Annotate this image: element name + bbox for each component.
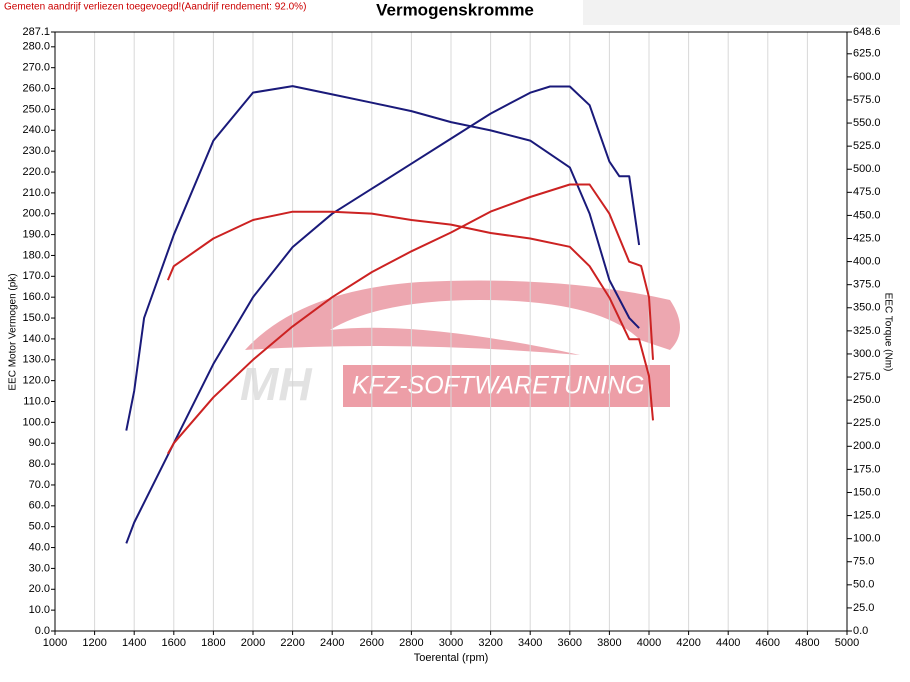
y2-tick-label: 625.0 [853, 48, 881, 60]
x-tick-label: 1000 [43, 637, 67, 649]
x-tick-label: 4600 [756, 637, 780, 649]
y2-tick-label: 325.0 [853, 325, 881, 337]
x-axis-label: Toerental (rpm) [414, 652, 489, 664]
x-tick-label: 4200 [676, 637, 700, 649]
x-tick-label: 3600 [558, 637, 582, 649]
y2-tick-label: 500.0 [853, 163, 881, 175]
watermark-band [343, 365, 670, 407]
y-axis-label: EEC Motor Vermogen (pk) [8, 273, 19, 390]
y-tick-label: 150.0 [22, 312, 50, 324]
header-box [583, 0, 900, 25]
y-tick-label: 110.0 [23, 395, 50, 407]
series-line [167, 183, 654, 455]
y2-tick-label: 250.0 [853, 394, 881, 406]
y-tick-label: 140.0 [22, 333, 50, 345]
y-tick-label: 287.1 [22, 26, 50, 38]
y-tick-label: 240.0 [22, 124, 50, 136]
y2-tick-label: 550.0 [853, 117, 881, 129]
y-tick-label: 200.0 [22, 208, 50, 220]
y2-tick-label: 50.0 [853, 579, 874, 591]
subtitle: Gemeten aandrijf verliezen toegevoegd!(A… [4, 2, 306, 13]
y-tick-label: 120.0 [22, 375, 50, 387]
watermark-text: MH [240, 358, 312, 410]
y-tick-label: 230.0 [22, 145, 50, 157]
series-line [125, 85, 640, 431]
watermark-text: KFZ-SOFTWARETUNING [352, 372, 645, 400]
plot-frame [54, 31, 848, 632]
y2-tick-label: 575.0 [853, 94, 881, 106]
x-tick-label: 5000 [835, 637, 859, 649]
y-tick-label: 210.0 [22, 187, 50, 199]
y2-tick-label: 600.0 [853, 71, 881, 83]
y-tick-label: 170.0 [22, 270, 50, 282]
y-tick-label: 250.0 [22, 103, 50, 115]
y2-tick-label: 475.0 [853, 186, 881, 198]
y2-tick-label: 25.0 [853, 602, 874, 614]
y-tick-label: 160.0 [22, 291, 50, 303]
x-tick-label: 1200 [82, 637, 106, 649]
y-tick-label: 50.0 [29, 521, 50, 533]
watermark: MH KFZ-SOFTWARETUNING [240, 280, 680, 410]
y-tick-label: 80.0 [29, 458, 50, 470]
x-tick-label: 2600 [360, 637, 384, 649]
y2-tick-label: 400.0 [853, 255, 881, 267]
x-tick-label: 1600 [162, 637, 186, 649]
y2-tick-label: 75.0 [853, 556, 874, 568]
x-tick-label: 3400 [518, 637, 542, 649]
y-tick-label: 90.0 [29, 437, 50, 449]
x-tick-label: 1400 [122, 637, 146, 649]
y2-tick-label: 350.0 [853, 302, 881, 314]
y2-tick-label: 225.0 [853, 417, 881, 429]
x-tick-label: 2200 [280, 637, 304, 649]
y-tick-label: 180.0 [22, 249, 50, 261]
y-tick-label: 40.0 [29, 541, 50, 553]
x-tick-label: 2000 [241, 637, 265, 649]
y-tick-label: 280.0 [22, 41, 50, 53]
y2-tick-label: 200.0 [853, 440, 881, 452]
y-tick-label: 260.0 [22, 82, 50, 94]
y2-tick-label: 275.0 [853, 371, 881, 383]
y-tick-label: 70.0 [29, 479, 50, 491]
x-tick-label: 3000 [439, 637, 463, 649]
y2-tick-label: 648.6 [853, 26, 881, 38]
y2-tick-label: 375.0 [853, 279, 881, 291]
y-tick-label: 0.0 [35, 625, 50, 637]
x-tick-label: 2800 [399, 637, 423, 649]
y-tick-label: 10.0 [29, 604, 50, 616]
y2-tick-label: 450.0 [853, 209, 881, 221]
y-tick-label: 220.0 [22, 166, 50, 178]
y-tick-label: 130.0 [22, 354, 50, 366]
y-tick-label: 190.0 [22, 228, 50, 240]
y-tick-label: 100.0 [22, 416, 50, 428]
y-tick-label: 30.0 [29, 562, 50, 574]
watermark-shape [245, 280, 680, 355]
x-tick-label: 2400 [320, 637, 344, 649]
series-line [166, 210, 654, 421]
x-tick-label: 4000 [637, 637, 661, 649]
y2-tick-label: 525.0 [853, 140, 881, 152]
y2-tick-label: 425.0 [853, 232, 881, 244]
y-tick-label: 20.0 [29, 583, 50, 595]
y2-tick-label: 300.0 [853, 348, 881, 360]
x-tick-label: 4800 [795, 637, 819, 649]
y2-tick-label: 100.0 [853, 533, 881, 545]
y2-tick-label: 175.0 [853, 463, 881, 475]
x-tick-label: 3800 [597, 637, 621, 649]
y2-tick-label: 150.0 [853, 486, 881, 498]
y-tick-label: 270.0 [22, 62, 50, 74]
x-tick-label: 1800 [201, 637, 225, 649]
y2-tick-label: 0.0 [853, 625, 868, 637]
chart-title: Vermogenskromme [376, 0, 534, 19]
series-line [125, 85, 641, 544]
x-tick-label: 3200 [478, 637, 502, 649]
y2-tick-label: 125.0 [853, 509, 881, 521]
x-tick-label: 4400 [716, 637, 740, 649]
y-tick-label: 60.0 [29, 500, 50, 512]
y2-axis-label: EEC Torque (Nm) [882, 293, 893, 372]
